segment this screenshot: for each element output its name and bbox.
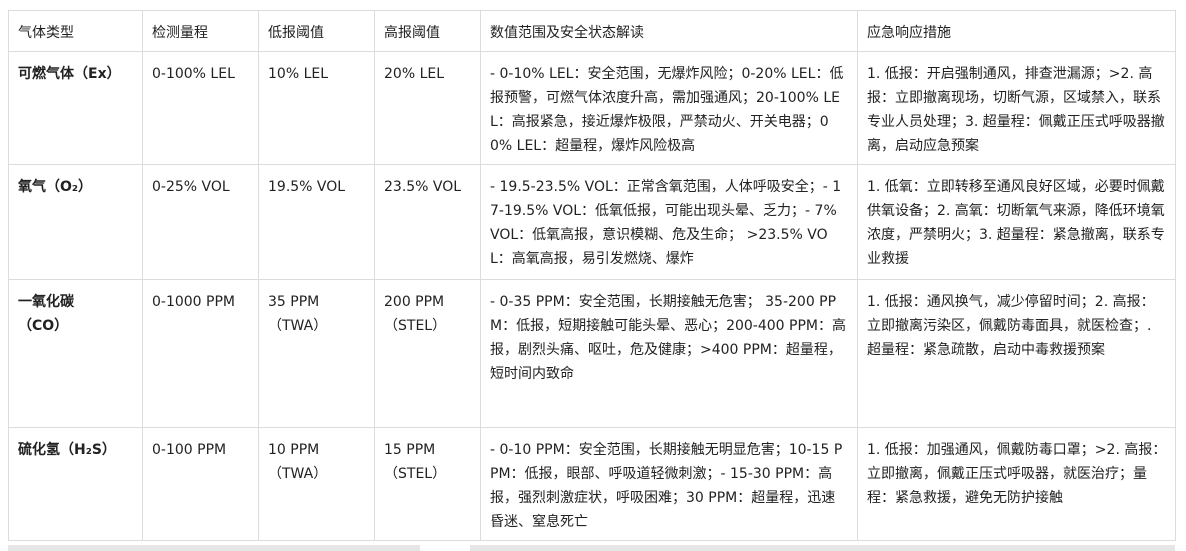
table-cell: 0-1000 PPM (142, 279, 259, 428)
table-cell: 0-25% VOL (142, 164, 259, 280)
table-cell: 硫化氢（H₂S） (8, 427, 143, 541)
cell-line: 10 PPM (268, 442, 320, 458)
table-cell: - 0-10 PPM：安全范围，长期接触无明显危害；10-15 PPM：低报，眼… (480, 427, 858, 541)
table-cell: 0-100 PPM (142, 427, 259, 541)
table-cell: - 19.5-23.5% VOL：正常含氧范围，人体呼吸安全；- 17-19.5… (480, 164, 858, 280)
table-cell: 1. 低报：加强通风，佩戴防毒口罩；>2. 高报：立即撤离，佩戴正压式呼吸器，就… (857, 427, 1176, 541)
table-container: 气体类型 检测量程 低报阈值 高报阈值 数值范围及安全状态解读 应急响应措施 可燃气体（E… (8, 10, 1176, 541)
header-cell: 检测量程 (142, 10, 259, 52)
header-row: 气体类型 检测量程 低报阈值 高报阈值 数值范围及安全状态解读 应急响应措施 (8, 10, 1176, 52)
table-cell: 一氧化碳 （CO） (8, 279, 143, 428)
table-row: 氧气（O₂） 0-25% VOL 19.5% VOL 23.5% VOL - 19.5-… (8, 164, 1176, 280)
table-cell: 可燃气体（Ex） (8, 51, 143, 165)
scrollbar (470, 545, 1175, 551)
table: 气体类型 检测量程 低报阈值 高报阈值 数值范围及安全状态解读 应急响应措施 可燃气体（E… (8, 10, 1176, 541)
cell-line: （TWA） (268, 318, 328, 334)
table-cell: 10 PPM （TWA） (258, 427, 375, 541)
header-cell: 气体类型 (8, 10, 143, 52)
cell-line: （CO） (18, 318, 69, 334)
header-cell: 数值范围及安全状态解读 (480, 10, 858, 52)
scrollbar (8, 545, 420, 551)
table-cell: 1. 低报：开启强制通风，排查泄漏源；>2. 高报：立即撤离现场，切断气源，区域… (857, 51, 1176, 165)
cell-line: 35 PPM (268, 294, 320, 310)
table-cell: - 0-35 PPM：安全范围，长期接触无危害； 35-200 PPM：低报，短… (480, 279, 858, 428)
table-row: 硫化氢（H₂S） 0-100 PPM 10 PPM （TWA） 15 PPM （STEL）… (8, 427, 1176, 541)
header-cell: 高报阈值 (374, 10, 481, 52)
table-cell: 10% LEL (258, 51, 375, 165)
cell-line: （TWA） (268, 466, 328, 482)
table-cell: 200 PPM （STEL） (374, 279, 481, 428)
header-cell: 应急响应措施 (857, 10, 1176, 52)
table-cell: 1. 低报：通风换气，减少停留时间；2. 高报：立即撤离污染区，佩戴防毒面具，就… (857, 279, 1176, 428)
cell-line: （STEL） (384, 318, 447, 334)
table-cell: 15 PPM （STEL） (374, 427, 481, 541)
table-cell: 氧气（O₂） (8, 164, 143, 280)
table-cell: 20% LEL (374, 51, 481, 165)
cell-line: （STEL） (384, 466, 447, 482)
table-cell: - 0-10% LEL：安全范围，无爆炸风险；0-20% LEL：低报预警，可燃… (480, 51, 858, 165)
cell-line: 200 PPM (384, 294, 445, 310)
table-cell: 0-100% LEL (142, 51, 259, 165)
cell-line: 一氧化碳 (18, 294, 74, 310)
table-row: 一氧化碳 （CO） 0-1000 PPM 35 PPM （TWA） 200 PPM （STE… (8, 279, 1176, 428)
table-cell: 19.5% VOL (258, 164, 375, 280)
table-cell: 35 PPM （TWA） (258, 279, 375, 428)
cell-line: 15 PPM (384, 442, 436, 458)
header-cell: 低报阈值 (258, 10, 375, 52)
table-row: 可燃气体（Ex） 0-100% LEL 10% LEL 20% LEL - 0-10% … (8, 51, 1176, 165)
table-cell: 23.5% VOL (374, 164, 481, 280)
table-cell: 1. 低氧：立即转移至通风良好区域，必要时佩戴供氧设备；2. 高氧：切断氧气来源… (857, 164, 1176, 280)
